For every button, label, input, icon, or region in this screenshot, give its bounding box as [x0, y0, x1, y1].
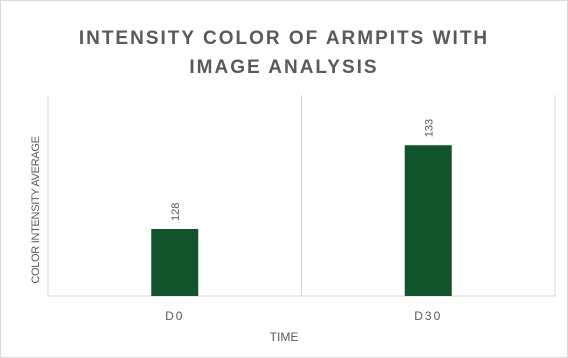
x-tick-label-d0: D0	[165, 309, 184, 323]
chart-title-line-2: IMAGE ANALYSIS	[189, 57, 379, 78]
x-axis-label: TIME	[269, 330, 299, 344]
bar-d0	[151, 229, 199, 296]
x-tick-label-d30: D30	[414, 309, 442, 323]
chart-title-line-1: INTENSITY COLOR OF ARMPITS WITH	[78, 28, 490, 49]
bar-d30	[404, 145, 452, 296]
chart-title: INTENSITY COLOR OF ARMPITS WITH IMAGE AN…	[0, 24, 568, 82]
data-label-d30: 133	[423, 119, 435, 137]
data-label-d0: 128	[170, 203, 182, 221]
